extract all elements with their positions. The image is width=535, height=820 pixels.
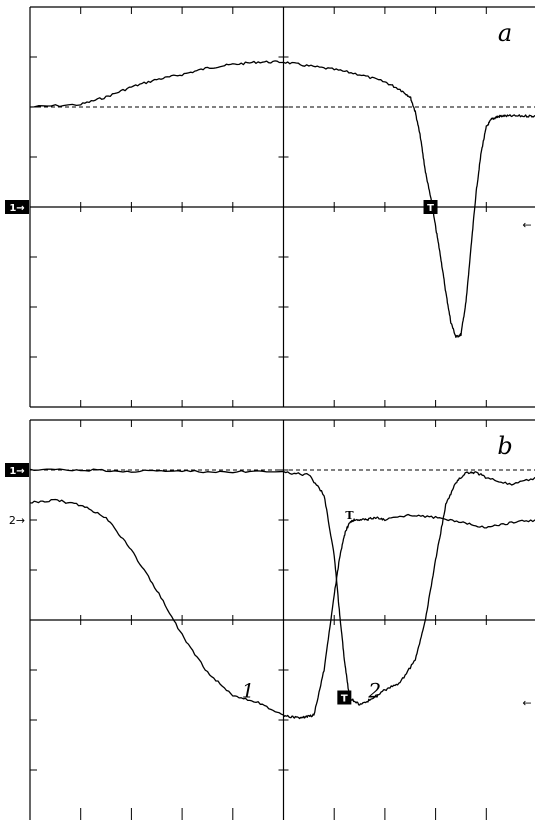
- right-level-arrow: ←: [522, 219, 531, 232]
- panel-label: a: [498, 19, 512, 47]
- channel-marker-box: [5, 463, 29, 477]
- trigger-marker-label: T: [341, 694, 348, 705]
- series-label-1: 1: [242, 679, 255, 703]
- panel-b: b 1→ 2→ T T ← 1 2: [5, 419, 535, 820]
- panel-label: b: [497, 432, 512, 460]
- channel-marker-label: 2→: [9, 514, 25, 527]
- trigger-marker-box: [423, 200, 438, 214]
- trigger-marker-label: T: [345, 509, 354, 522]
- trace-series-1: [29, 60, 535, 338]
- channel-marker-label: 1→: [9, 466, 24, 477]
- trace-series-1: [29, 498, 535, 720]
- channel-marker-label: 1→: [9, 203, 24, 214]
- trigger-marker-box: [337, 690, 352, 705]
- trace-series-2: [29, 468, 535, 706]
- channel-marker-box: [5, 200, 29, 214]
- series-label-2: 2: [367, 679, 381, 703]
- right-level-arrow: ←: [522, 697, 531, 710]
- panel-a: a 1→ T ←: [5, 6, 535, 408]
- trigger-marker-label: T: [427, 203, 434, 214]
